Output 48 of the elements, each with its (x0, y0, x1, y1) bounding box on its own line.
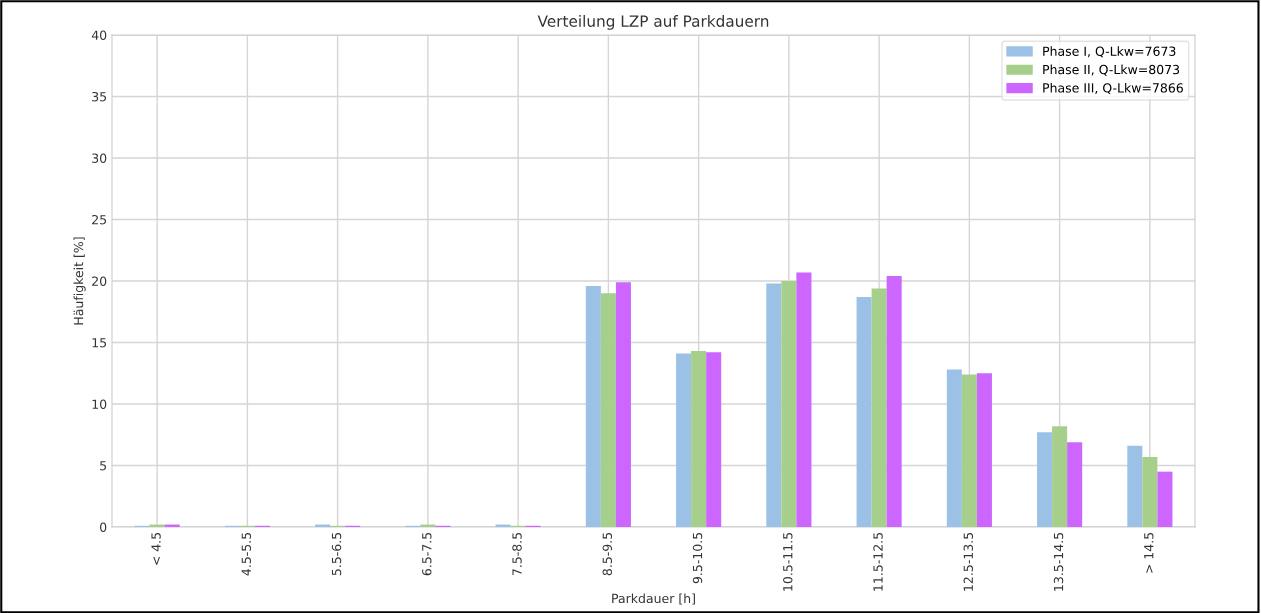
x-tick-label: < 4.5 (151, 532, 161, 565)
y-tick-label: 20 (92, 276, 107, 286)
y-tick-label: 10 (92, 399, 107, 409)
bar (961, 374, 977, 527)
x-tick-label: 7.5-8.5 (512, 532, 522, 576)
bar (886, 276, 902, 527)
x-tick-label: 11.5-12.5 (873, 532, 883, 591)
x-tick-label: 4.5-5.5 (241, 532, 251, 576)
bar (1052, 426, 1068, 527)
bar (1067, 442, 1083, 527)
y-axis-title: Häufigkeit [%] (73, 237, 86, 325)
bar (585, 285, 601, 527)
bar (1037, 432, 1053, 527)
legend-label: Phase II, Q-Lkw=8073 (1043, 64, 1180, 76)
bar (946, 369, 962, 527)
x-tick-label: > 14.5 (1144, 532, 1154, 573)
x-tick-label: 10.5-11.5 (783, 532, 793, 591)
y-tick-label: 40 (91, 30, 107, 40)
bar (676, 353, 692, 527)
bar (1157, 471, 1173, 527)
y-tick-label: 35 (92, 91, 107, 102)
y-tick-label: 5 (100, 461, 107, 471)
bar (600, 293, 616, 527)
y-tick-label: 0 (100, 522, 107, 532)
bar (691, 351, 707, 527)
bar (706, 352, 722, 527)
x-tick-label: 6.5-7.5 (422, 532, 432, 576)
y-tick-label: 15 (92, 338, 107, 348)
legend-label: Phase III, Q-Lkw=7866 (1043, 82, 1183, 95)
x-tick-label: 5.5-6.5 (331, 532, 342, 576)
bar (976, 373, 992, 527)
x-tick-label: 8.5-9.5 (602, 532, 612, 576)
y-tick-label: 25 (92, 214, 107, 225)
y-tick-label: 30 (92, 153, 107, 163)
bar (871, 288, 887, 527)
bar (856, 296, 872, 527)
bar (615, 282, 631, 527)
x-tick-label: 13.5-14.5 (1053, 532, 1064, 591)
bar (796, 272, 812, 527)
bar (781, 281, 797, 527)
legend-label: Phase I, Q-Lkw=7673 (1043, 46, 1176, 58)
chart-title: Verteilung LZP auf Parkdauern (537, 15, 769, 30)
bar (1127, 445, 1143, 527)
x-axis-title: Parkdauer [h] (612, 593, 695, 605)
x-tick-label: 12.5-13.5 (963, 532, 973, 591)
bar (766, 283, 782, 527)
x-tick-label: 9.5-10.5 (692, 532, 703, 584)
bar (1142, 456, 1158, 527)
